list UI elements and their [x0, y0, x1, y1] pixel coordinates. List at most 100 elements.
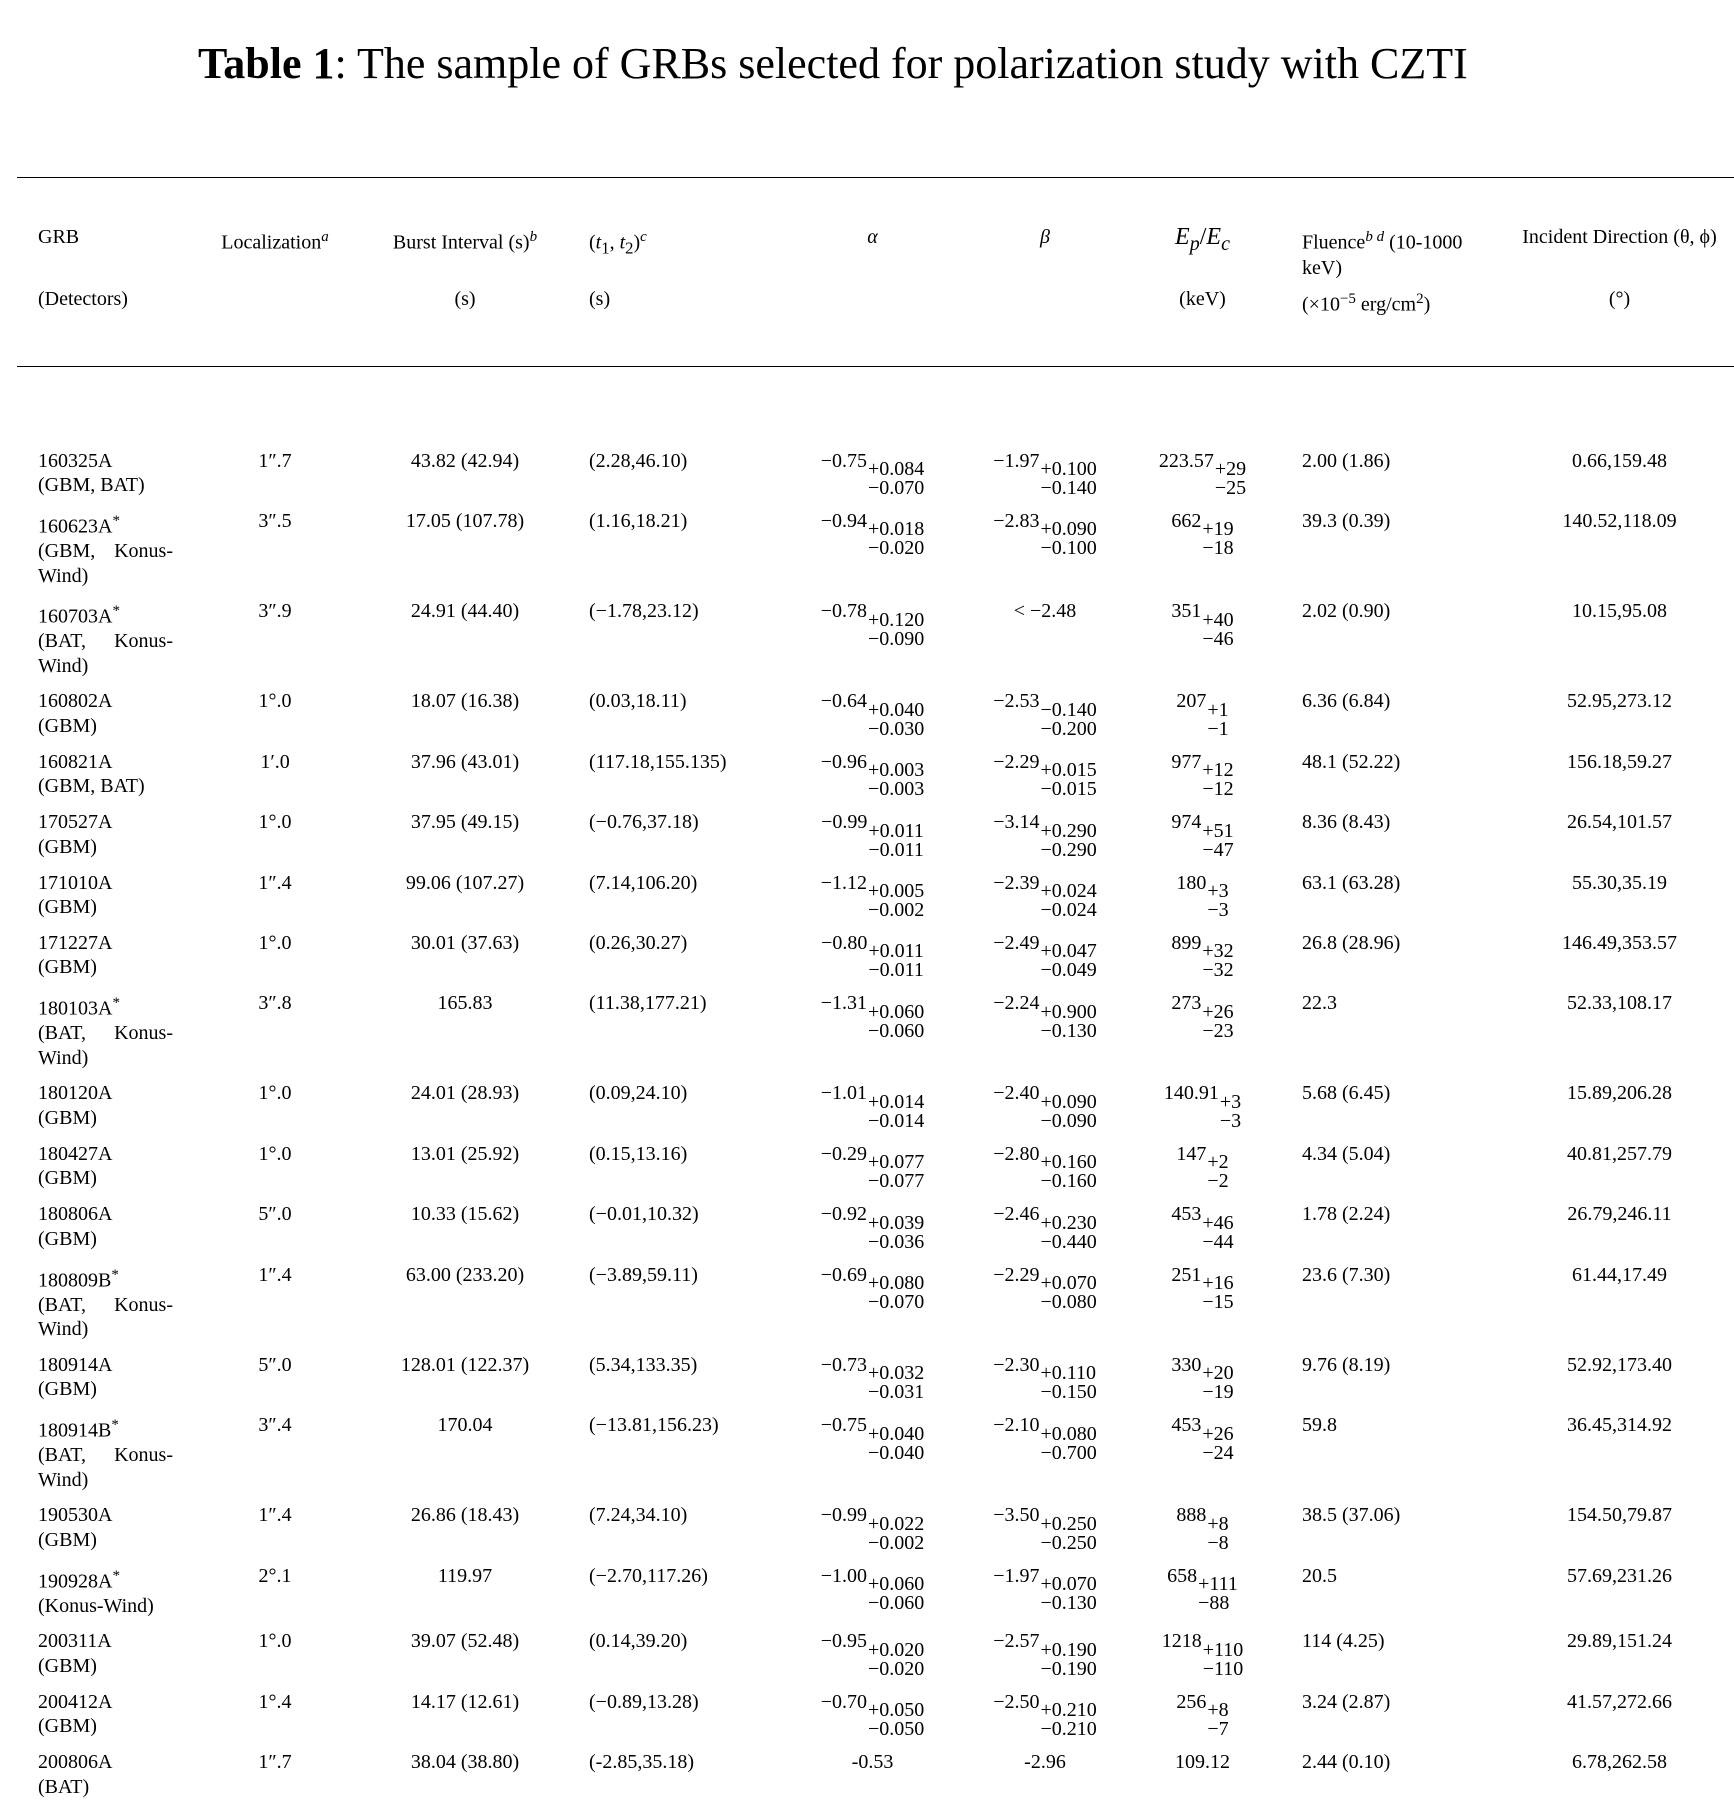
error-bounds: +0.210 −0.210: [1040, 1700, 1097, 1741]
unit: erg/cm: [1355, 293, 1417, 316]
beta-cell: −3.14 +0.290 −0.290: [985, 810, 1105, 870]
beta-cell: −2.40 +0.090 −0.090: [985, 1081, 1105, 1141]
table-row: 200806A (BAT) 1″.7 38.04 (38.80) (-2.85,35.1…: [17, 1750, 1734, 1810]
upper-error: +0.020: [868, 1638, 925, 1661]
upper-error: +0.040: [868, 698, 925, 721]
lower-error: −0.210: [1040, 1718, 1097, 1741]
error-bounds: +0.230 −0.440: [1041, 1213, 1097, 1252]
lower-error: −0.250: [1040, 1531, 1097, 1554]
upper-error: +26: [1202, 1000, 1234, 1023]
incident-direction: 52.92,173.40: [1567, 1353, 1672, 1376]
table-row: 180103A* (BAT, Konus-Wind) 3″.8 165.83 (11.3…: [17, 991, 1734, 1081]
ep-cell: 1218 +110 −110: [1105, 1629, 1300, 1689]
fluence: 20.5: [1302, 1564, 1337, 1587]
fluence: 6.36 (6.84): [1302, 690, 1391, 713]
grb-cell: 171227A (GBM): [17, 931, 190, 991]
lower-error: −0.040: [868, 1441, 925, 1464]
detectors: (BAT, Konus-Wind): [38, 1022, 173, 1069]
burst-interval: 26.86 (18.43): [410, 1504, 520, 1527]
ep-cell: 974 +51 −47: [1105, 810, 1300, 870]
detectors: (GBM): [38, 835, 97, 858]
alpha-cell: −1.31 +0.060 −0.060: [760, 991, 985, 1081]
incident-direction: 61.44,17.49: [1572, 1263, 1667, 1286]
col-name: ): [633, 231, 641, 254]
upper-error: −0.140: [1040, 698, 1097, 721]
burst-interval: 37.95 (49.15): [410, 811, 520, 834]
upper-error: +19: [1202, 518, 1234, 541]
error-bounds: +0.018 −0.020: [868, 519, 924, 558]
alpha-cell: -0.53: [760, 1750, 985, 1810]
lower-error: −0.050: [868, 1718, 925, 1741]
col-header: Ep/Ec: [1105, 178, 1300, 287]
lower-error: −0.090: [1040, 1109, 1097, 1132]
value: −1.12: [820, 871, 867, 894]
upper-error: +0.032: [868, 1362, 925, 1385]
detectors: (GBM, Konus-Wind): [38, 540, 173, 587]
alpha-cell: −1.12 +0.005 −0.002: [760, 871, 985, 931]
localization: 3″.8: [258, 992, 292, 1015]
col-name: 2: [625, 238, 634, 258]
value: −0.96: [820, 750, 867, 773]
value: −2.29: [993, 750, 1040, 773]
upper-error: +0.160: [1040, 1151, 1097, 1174]
grb-name: 160325A: [38, 449, 113, 472]
error-bounds: +0.060 −0.060: [868, 1574, 924, 1613]
incident-direction: 26.54,101.57: [1567, 811, 1672, 834]
upper-error: +0.900: [1040, 1000, 1097, 1023]
grb-cell: 190928A* (Konus-Wind): [17, 1564, 190, 1630]
detectors: (GBM): [38, 1528, 97, 1551]
error-bounds: +3 −3: [1207, 881, 1229, 921]
time-range: (0.14,39.20): [589, 1630, 688, 1653]
lower-error: −19: [1202, 1381, 1234, 1404]
col-unit: (s): [454, 288, 476, 310]
grb-name: 180809B: [38, 1269, 112, 1292]
value: −2.46: [993, 1203, 1040, 1226]
alpha-cell: −0.75 +0.084 −0.070: [760, 366, 985, 509]
upper-error: +0.070: [1040, 1272, 1097, 1295]
lower-error: −0.015: [1040, 778, 1097, 801]
upper-error: +0.047: [1040, 940, 1097, 963]
lower-error: −0.200: [1040, 717, 1097, 740]
value: 207: [1176, 690, 1207, 713]
lower-error: −3: [1207, 898, 1229, 921]
beta-cell: −2.24 +0.900 −0.130: [985, 991, 1105, 1081]
fluence: 9.76 (8.19): [1302, 1353, 1391, 1376]
beta-cell: < −2.48: [985, 599, 1105, 689]
alpha-cell: −0.70 +0.050 −0.050: [760, 1690, 985, 1750]
lower-error: −25: [1214, 477, 1247, 500]
grb-cell: 171010A (GBM): [17, 871, 190, 931]
lower-error: −0.130: [1040, 1592, 1097, 1615]
lower-error: −0.700: [1040, 1441, 1097, 1464]
grb-name: 200806A: [38, 1751, 113, 1774]
fluence: 38.5 (37.06): [1302, 1504, 1401, 1527]
grb-cell: 200806A (BAT): [17, 1750, 190, 1810]
grb-cell: 180914A (GBM): [17, 1353, 190, 1413]
table-body: 160325A (GBM, BAT) 1″.7 43.82 (42.94) (2.28,…: [17, 366, 1734, 1810]
alpha-cell: −0.78 +0.120 −0.090: [760, 599, 985, 689]
col-unit: (Detectors): [38, 288, 128, 310]
ep-cell: 256 +8 −7: [1105, 1690, 1300, 1750]
ep-cell: 140.91 +3 −3: [1105, 1081, 1300, 1141]
beta-cell: −1.97 +0.100 −0.140: [985, 366, 1105, 509]
lower-error: −0.100: [1040, 537, 1097, 560]
burst-interval: 39.07 (52.48): [410, 1630, 520, 1653]
burst-interval: 99.06 (107.27): [405, 871, 525, 894]
grb-cell: 180120A (GBM): [17, 1081, 190, 1141]
grb-mark: *: [112, 1567, 120, 1584]
time-range: (−0.89,13.28): [589, 1690, 699, 1713]
col-name: E: [1175, 224, 1190, 250]
col-header: β: [985, 178, 1105, 287]
col-unit: (s): [589, 288, 611, 310]
burst-interval: 165.83: [437, 992, 493, 1015]
ep-cell: 223.57 +29 −25: [1105, 366, 1300, 509]
ep-cell: 251 +16 −15: [1105, 1263, 1300, 1353]
incident-direction: 15.89,206.28: [1567, 1082, 1672, 1105]
value: 1218: [1161, 1630, 1202, 1653]
error-bounds: +0.005 −0.002: [868, 881, 924, 920]
value: −2.83: [993, 510, 1040, 533]
localization: 1″.4: [258, 1504, 292, 1527]
detectors: (GBM, BAT): [38, 775, 145, 798]
alpha-cell: −1.00 +0.060 −0.060: [760, 1564, 985, 1630]
error-bounds: +19 −18: [1202, 518, 1234, 558]
